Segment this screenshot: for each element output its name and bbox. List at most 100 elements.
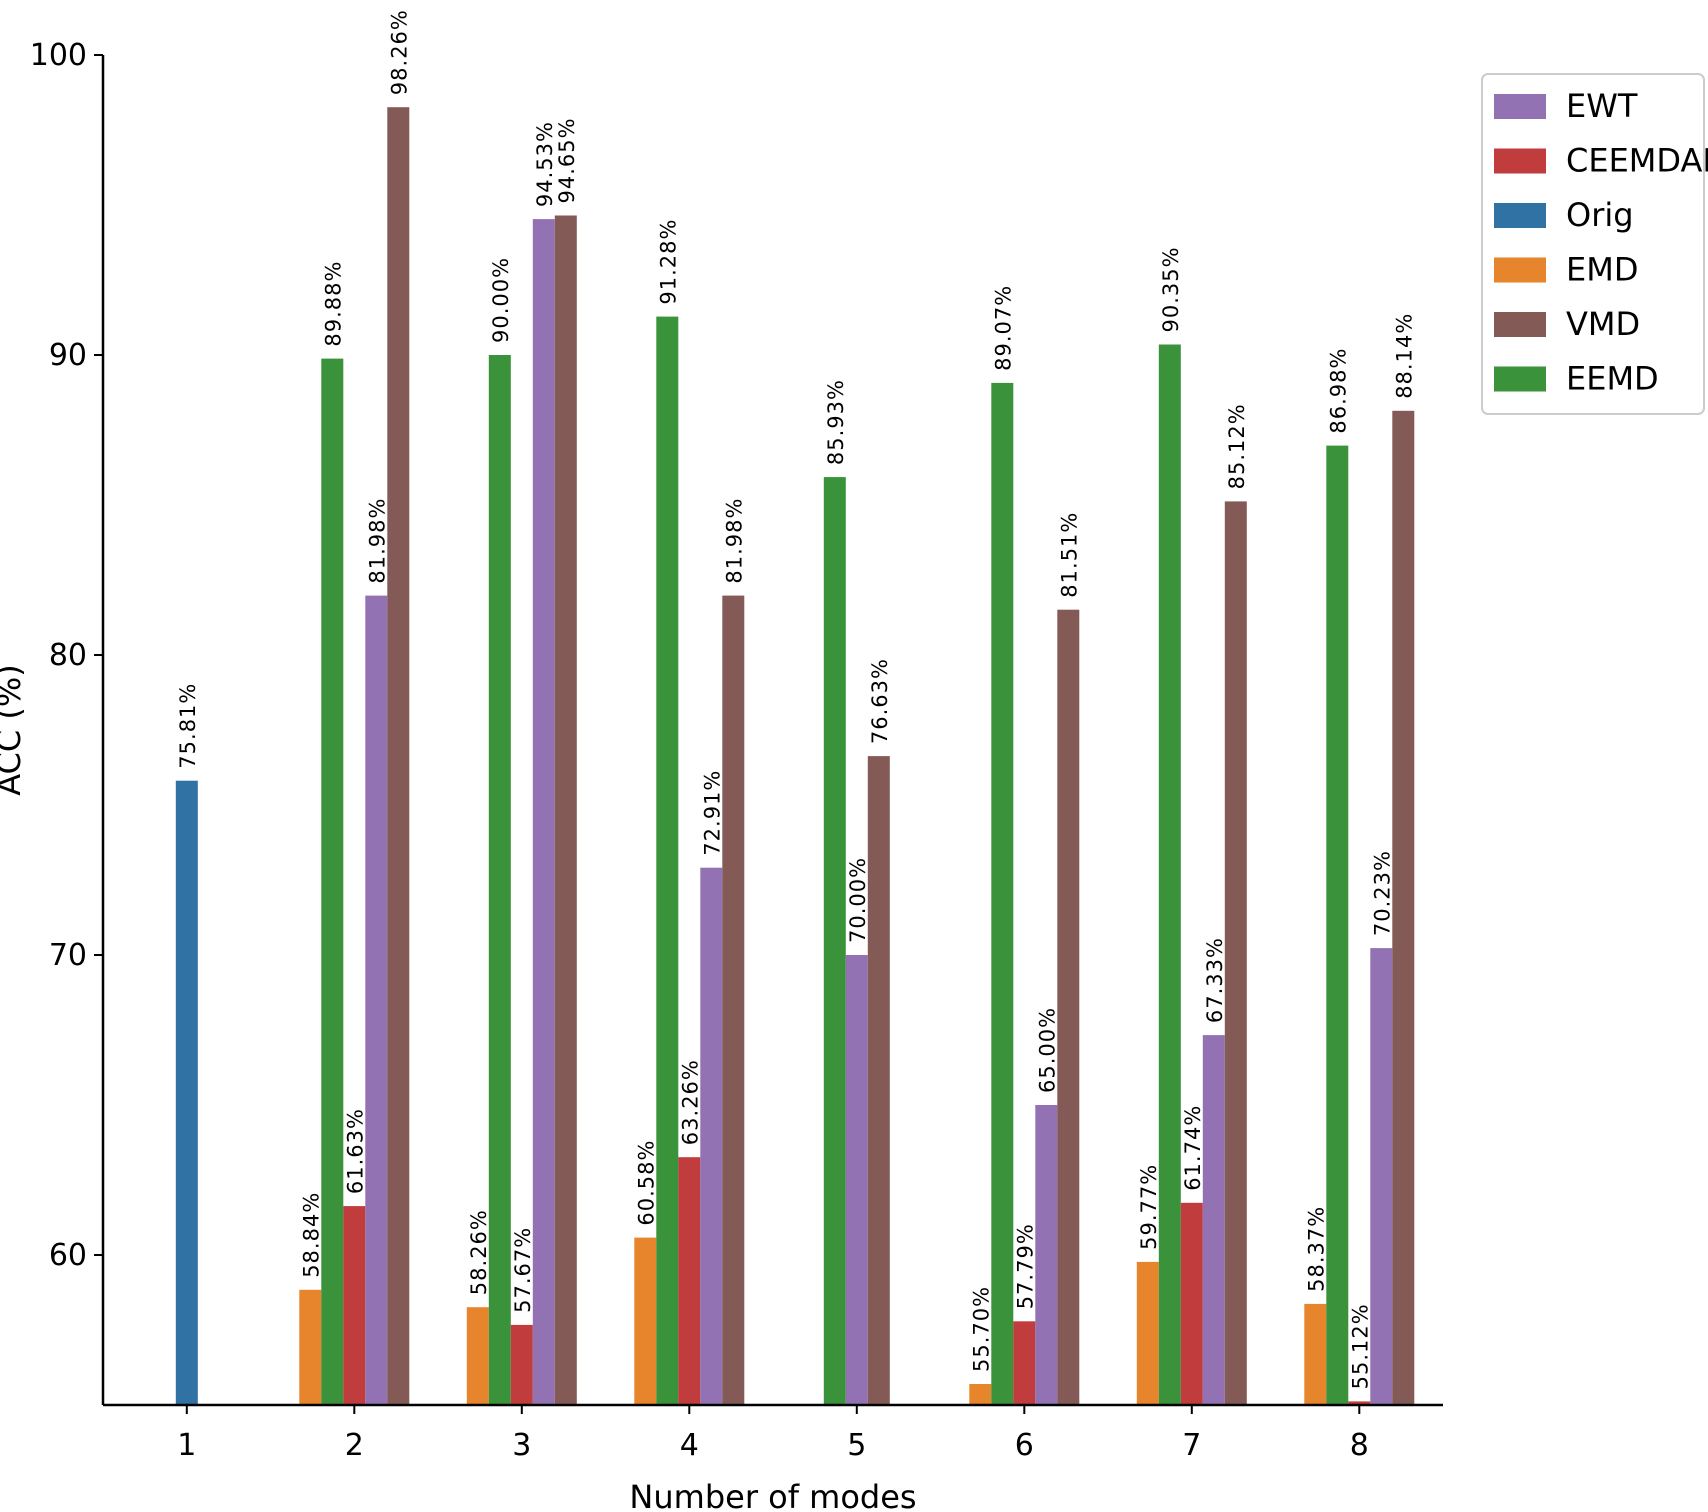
bar-ewt-2	[365, 595, 388, 1405]
legend-label-eemd: EEMD	[1566, 360, 1659, 398]
data-label-eemd-7: 90.35%	[1159, 246, 1183, 332]
bar-vmd-4	[722, 595, 745, 1405]
bar-ceemdan-7	[1180, 1202, 1203, 1405]
x-tick-label-4: 4	[680, 1428, 699, 1463]
bar-ceemdan-2	[343, 1206, 366, 1405]
bar-ewt-5	[845, 955, 868, 1405]
legend-swatch-orig	[1494, 203, 1546, 228]
bar-emd-2	[299, 1289, 322, 1405]
data-label-eemd-8: 86.98%	[1326, 348, 1350, 434]
data-label-ewt-6: 65.00%	[1035, 1007, 1059, 1093]
data-label-ceemdan-3: 57.67%	[511, 1227, 535, 1313]
bar-ceemdan-3	[510, 1324, 533, 1405]
data-label-ceemdan-6: 57.79%	[1013, 1223, 1037, 1309]
bar-ceemdan-6	[1013, 1321, 1036, 1405]
data-label-vmd-6: 81.51%	[1057, 512, 1081, 598]
bar-vmd-7	[1224, 501, 1247, 1405]
bar-ewt-3	[532, 219, 555, 1406]
data-label-emd-3: 58.26%	[467, 1209, 491, 1295]
legend-label-vmd: VMD	[1566, 305, 1640, 343]
bar-eemd-5	[823, 477, 846, 1406]
bar-vmd-3	[554, 215, 577, 1405]
x-tick-label-6: 6	[1015, 1428, 1034, 1463]
bar-eemd-4	[656, 316, 679, 1406]
bar-vmd-5	[867, 756, 890, 1405]
x-tick-label-5: 5	[847, 1428, 866, 1463]
data-label-ceemdan-7: 61.74%	[1181, 1105, 1205, 1191]
legend-swatch-ceemdan	[1494, 148, 1546, 174]
legend-label-ceemdan: CEEMDAN	[1566, 142, 1708, 180]
axes	[101, 55, 1443, 1407]
bars-layer	[175, 107, 1415, 1406]
x-tick-label-2: 2	[345, 1428, 364, 1463]
ticks-layer: 1 2 3 4 5 6 7 8 60 70 80 90 100	[30, 38, 1369, 1463]
data-label-ewt-5: 70.00%	[846, 857, 870, 943]
bar-eemd-6	[991, 382, 1014, 1405]
data-label-vmd-7: 85.12%	[1225, 403, 1249, 489]
data-label-emd-7: 59.77%	[1137, 1164, 1161, 1250]
y-tick-label-100: 100	[30, 38, 87, 73]
data-label-ceemdan-2: 61.63%	[343, 1108, 367, 1194]
data-label-ewt-3: 94.53%	[533, 121, 557, 207]
bar-eemd-2	[321, 358, 344, 1406]
data-label-emd-4: 60.58%	[634, 1140, 658, 1226]
data-labels-layer: 75.81% 58.84% 89.88% 61.63% 81.98% 98.26% 58.2…	[176, 9, 1417, 1389]
legend: EWT CEEMDAN Orig EMD VMD EEMD	[1481, 73, 1708, 415]
legend-swatch-emd	[1494, 257, 1546, 283]
y-tick-label-60: 60	[49, 1238, 87, 1273]
data-label-eemd-4: 91.28%	[656, 219, 680, 305]
legend-label-emd: EMD	[1566, 251, 1638, 289]
data-label-eemd-2: 89.88%	[321, 261, 345, 347]
data-label-ewt-8: 70.23%	[1370, 850, 1394, 936]
bar-emd-7	[1136, 1261, 1159, 1405]
bar-eemd-3	[488, 355, 511, 1405]
data-label-ceemdan-4: 63.26%	[678, 1059, 702, 1145]
x-axis-title: Number of modes	[629, 1478, 916, 1512]
bar-eemd-7	[1158, 344, 1181, 1405]
y-axis-title: ACC (%)	[0, 664, 28, 796]
bar-vmd-8	[1392, 410, 1415, 1405]
x-tick-label-3: 3	[512, 1428, 531, 1463]
bar-ceemdan-4	[678, 1157, 701, 1405]
x-tick-label-1: 1	[177, 1428, 196, 1463]
bar-emd-8	[1304, 1303, 1327, 1405]
bar-vmd-2	[387, 107, 410, 1406]
bar-orig-1	[175, 780, 198, 1405]
legend-swatch-ewt	[1494, 94, 1546, 119]
data-label-vmd-8: 88.14%	[1392, 313, 1416, 399]
data-label-ceemdan-8: 55.12%	[1348, 1303, 1372, 1389]
data-label-eemd-5: 85.93%	[824, 379, 848, 465]
legend-label-ewt: EWT	[1566, 87, 1638, 125]
bar-ewt-7	[1202, 1035, 1225, 1405]
bar-emd-3	[466, 1307, 489, 1405]
data-label-emd-8: 58.37%	[1304, 1206, 1328, 1292]
data-label-vmd-4: 81.98%	[722, 498, 746, 584]
data-label-vmd-3: 94.65%	[555, 117, 579, 203]
bar-eemd-8	[1326, 445, 1349, 1406]
data-label-emd-6: 55.70%	[969, 1286, 993, 1372]
bar-ceemdan-8	[1348, 1401, 1371, 1405]
bar-emd-4	[634, 1237, 657, 1405]
data-label-emd-2: 58.84%	[299, 1192, 323, 1278]
data-label-eemd-6: 89.07%	[991, 285, 1015, 371]
data-label-ewt-2: 81.98%	[365, 498, 389, 584]
legend-label-orig: Orig	[1566, 196, 1634, 234]
data-label-vmd-5: 76.63%	[868, 658, 892, 744]
bar-emd-6	[969, 1384, 992, 1405]
data-label-orig-1: 75.81%	[176, 683, 200, 769]
x-tick-label-8: 8	[1350, 1428, 1369, 1463]
bar-ewt-6	[1035, 1105, 1058, 1405]
data-label-ewt-4: 72.91%	[700, 770, 724, 856]
x-tick-label-7: 7	[1182, 1428, 1201, 1463]
data-label-eemd-3: 90.00%	[489, 257, 513, 343]
bar-ewt-4	[700, 867, 723, 1405]
bar-ewt-8	[1370, 948, 1393, 1405]
data-label-vmd-2: 98.26%	[387, 9, 411, 95]
data-label-ewt-7: 67.33%	[1203, 937, 1227, 1023]
legend-swatch-vmd	[1494, 312, 1546, 337]
legend-swatch-eemd	[1494, 366, 1546, 392]
y-tick-label-90: 90	[49, 338, 87, 373]
y-tick-label-70: 70	[49, 938, 87, 973]
y-tick-label-80: 80	[49, 638, 87, 673]
